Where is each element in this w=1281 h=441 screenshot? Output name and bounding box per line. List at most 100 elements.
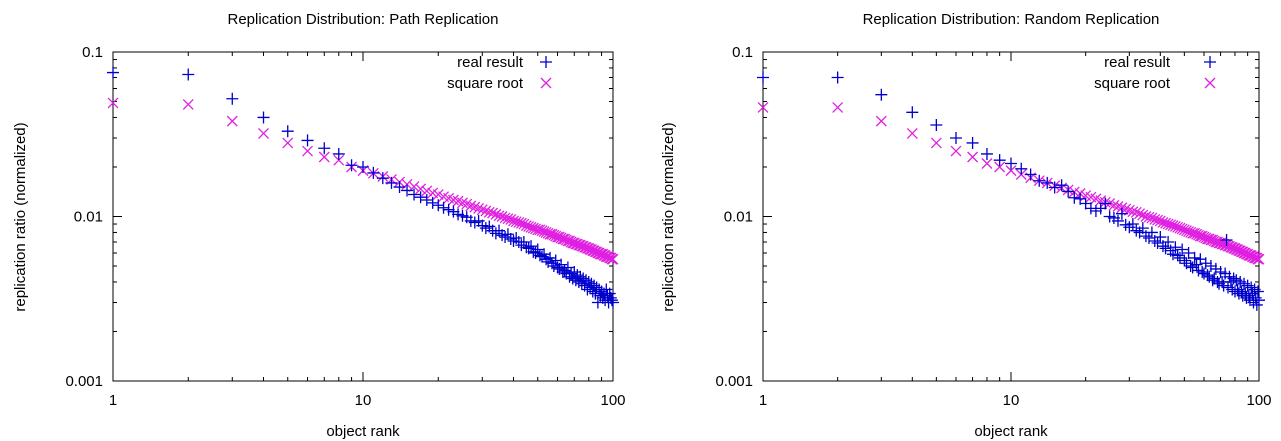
legend-marker-square-root	[1204, 77, 1216, 89]
data-point-real-result	[1015, 162, 1028, 175]
data-point-square-root	[476, 204, 488, 216]
data-point-real-result	[607, 296, 619, 309]
data-point-real-result	[1199, 257, 1212, 270]
data-point-square-root	[570, 238, 582, 250]
data-point-square-root	[1216, 238, 1228, 250]
data-point-square-root	[496, 211, 508, 222]
data-point-square-root	[502, 213, 514, 225]
data-point-square-root	[994, 161, 1006, 173]
x-tick-label: 10	[1003, 392, 1020, 409]
data-point-square-root	[576, 240, 588, 252]
y-axis-label: replication ratio (normalized)	[12, 122, 29, 311]
data-point-real-result	[563, 270, 576, 283]
legend: real result square root	[1094, 54, 1216, 92]
data-point-square-root	[480, 205, 492, 217]
data-point-real-result	[544, 251, 557, 264]
data-point-real-result	[1154, 231, 1167, 244]
data-point-square-root	[107, 97, 119, 109]
data-point-real-result	[499, 231, 512, 244]
data-point-square-root	[930, 137, 942, 149]
data-point-square-root	[604, 252, 616, 264]
data-point-square-root	[1108, 199, 1120, 211]
data-point-real-result	[414, 191, 427, 204]
data-point-real-result	[393, 181, 406, 194]
data-point-real-result	[1079, 197, 1092, 210]
data-point-square-root	[1005, 165, 1017, 177]
data-point-real-result	[318, 142, 331, 155]
data-point-square-root	[318, 151, 330, 163]
data-point-real-result	[980, 147, 993, 160]
data-point-real-result	[281, 125, 294, 138]
data-point-real-result	[1159, 242, 1172, 255]
data-point-real-result	[515, 239, 528, 252]
data-point-square-root	[1143, 211, 1155, 223]
data-point-square-root	[607, 253, 619, 265]
data-point-real-result	[1178, 254, 1191, 267]
data-point-real-result	[1176, 243, 1189, 256]
x-tick-label: 10	[355, 392, 372, 409]
data-point-square-root	[1210, 236, 1222, 248]
x-tick-label: 1	[109, 392, 117, 409]
data-point-real-result	[226, 92, 239, 105]
y-axis-label: replication ratio (normalized)	[660, 122, 677, 311]
legend-label-square-root: square root	[447, 75, 524, 92]
data-point-square-root	[542, 227, 554, 239]
data-point-real-result	[1209, 262, 1222, 275]
data-point-real-result	[1151, 237, 1164, 250]
data-point-real-result	[565, 267, 578, 280]
plot-frame	[762, 51, 1260, 382]
data-point-real-result	[1169, 241, 1182, 254]
data-point-real-result	[930, 118, 943, 131]
data-point-real-result	[1089, 205, 1102, 218]
data-point-real-result	[332, 147, 345, 160]
data-point-square-root	[567, 237, 579, 249]
data-point-square-root	[226, 115, 238, 127]
legend-label-square-root: square root	[1094, 75, 1171, 92]
data-point-square-root	[1187, 227, 1199, 239]
data-point-square-root	[282, 137, 294, 149]
chart-title: Replication Distribution: Path Replicati…	[228, 11, 499, 28]
data-point-real-result	[1182, 246, 1195, 259]
data-point-square-root	[950, 145, 962, 157]
legend-marker-square-root	[540, 77, 552, 89]
data-point-real-result	[1142, 232, 1155, 245]
y-tick-label: 0.001	[65, 373, 103, 390]
data-point-square-root	[1130, 206, 1142, 218]
data-point-real-result	[257, 111, 270, 124]
data-point-square-root	[579, 241, 591, 253]
data-point-real-result	[1201, 269, 1214, 282]
legend-label-real-result: real result	[1104, 54, 1171, 71]
data-point-real-result	[376, 172, 389, 185]
axis-ticks: 1 10 100 0.001 0.01 0.1	[65, 44, 625, 409]
data-point-square-root	[1127, 206, 1139, 218]
data-point-square-root	[1228, 242, 1240, 254]
data-point-real-result	[426, 196, 439, 209]
data-point-square-root	[546, 228, 558, 240]
data-point-real-result	[571, 269, 584, 282]
data-point-real-result	[757, 71, 769, 84]
data-point-square-root	[606, 253, 618, 265]
data-point-real-result	[301, 134, 314, 147]
data-point-real-result	[442, 203, 455, 216]
data-point-square-root	[581, 242, 593, 254]
data-point-square-root	[487, 207, 499, 219]
data-point-square-root	[490, 208, 502, 220]
data-point-real-result	[367, 166, 380, 179]
data-point-real-result	[107, 66, 119, 79]
data-point-square-root	[1134, 208, 1146, 220]
data-point-real-result	[568, 265, 581, 278]
data-point-square-root	[1252, 253, 1264, 265]
plot-frame	[112, 51, 614, 382]
data-point-real-result	[1062, 185, 1075, 198]
data-point-square-root	[530, 223, 542, 235]
data-point-real-result	[949, 132, 962, 145]
chart-panel-path-replication: Replication Distribution: Path Replicati…	[12, 11, 626, 440]
data-point-real-result	[1111, 214, 1124, 227]
data-point-real-result	[504, 232, 517, 245]
data-point-square-root	[1249, 252, 1261, 264]
y-tick-label: 0.01	[74, 209, 103, 226]
data-point-real-result	[1251, 285, 1264, 298]
data-point-square-root	[1219, 239, 1231, 251]
data-point-real-result	[1115, 207, 1128, 220]
